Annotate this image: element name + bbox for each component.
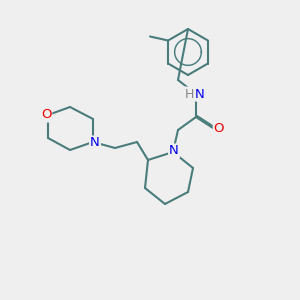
Text: O: O [41,109,51,122]
Text: N: N [195,88,205,100]
Text: H: H [184,88,194,100]
Text: N: N [90,136,100,149]
Text: N: N [169,145,179,158]
Text: O: O [214,122,224,134]
